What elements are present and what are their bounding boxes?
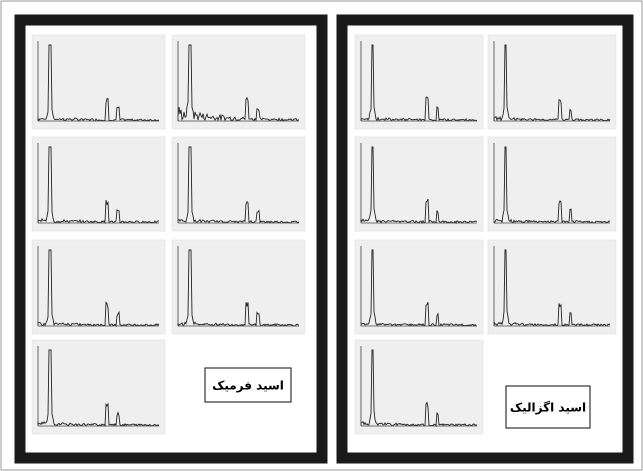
spectrum-cell [355, 137, 483, 231]
spectrum-cell [355, 35, 483, 129]
panel-label: اسید اگزالیک [510, 401, 586, 415]
spectrum-cell [488, 240, 616, 334]
spectrum-cell [355, 340, 483, 434]
spectrum-cell [488, 35, 616, 129]
spectrum-cell [488, 137, 616, 231]
spectrum-cell [355, 240, 483, 334]
panel-label: اسید فرمیک [212, 379, 284, 393]
figure: اسید فرمیک اسید اگزالیک [0, 0, 643, 471]
